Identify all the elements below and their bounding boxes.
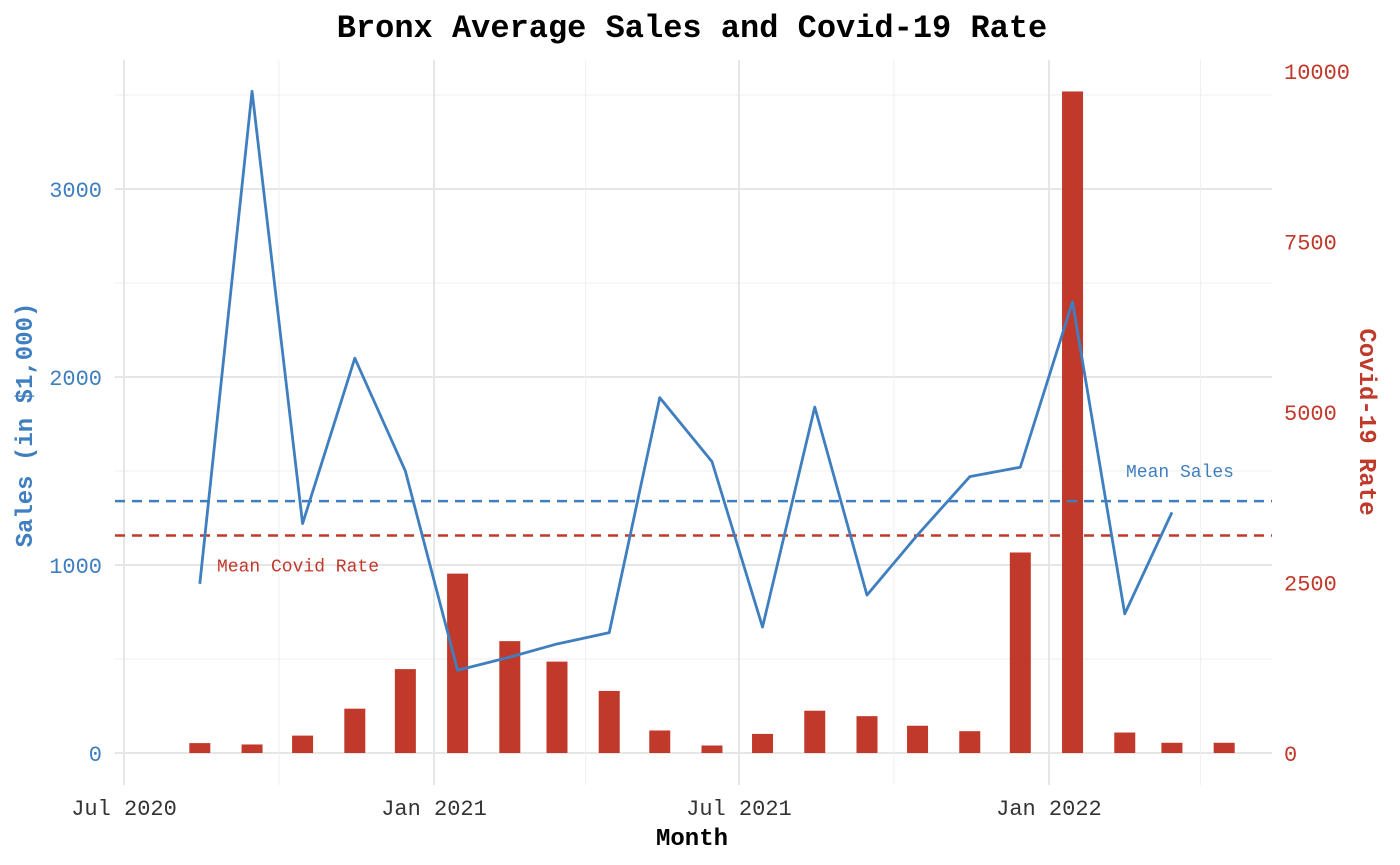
covid-bar xyxy=(856,716,878,753)
covid-bar xyxy=(1213,742,1235,753)
covid-bar xyxy=(1114,732,1136,753)
y-left-tick-label: 1000 xyxy=(49,555,102,580)
y-right-tick-label: 5000 xyxy=(1284,402,1337,427)
covid-bar xyxy=(394,669,416,753)
y-left-tick-label: 2000 xyxy=(49,367,102,392)
y-axis-right-label: Covid-19 Rate xyxy=(1352,328,1379,515)
sales-line xyxy=(198,89,1174,672)
covid-bar xyxy=(907,725,929,753)
covid-bar xyxy=(598,690,620,753)
mean-sales-label: Mean Sales xyxy=(1126,463,1234,483)
x-axis-ticks: Jul 2020 Jan 2021 Jul 2021 Jan 2022 xyxy=(71,797,1102,822)
covid-bar xyxy=(1161,742,1183,753)
x-axis-label: Month xyxy=(656,826,728,853)
y-right-tick-label: 7500 xyxy=(1284,232,1337,257)
covid-bar xyxy=(189,743,211,753)
y-right-tick-label: 2500 xyxy=(1284,573,1337,598)
x-tick-label: Jan 2022 xyxy=(996,797,1102,822)
y-left-tick-label: 0 xyxy=(89,743,102,768)
y-right-tick-label: 10000 xyxy=(1284,61,1350,86)
y-axis-left-label: Sales (in $1,000) xyxy=(13,303,40,548)
covid-bar xyxy=(649,730,671,753)
grid-lines xyxy=(115,60,1272,785)
covid-bar xyxy=(1062,91,1084,753)
covid-bar xyxy=(546,661,568,753)
covid-bar xyxy=(701,745,723,753)
right-axis-ticks: 0 2500 5000 7500 10000 xyxy=(1284,61,1350,768)
covid-bar xyxy=(241,744,263,753)
covid-bar xyxy=(1009,552,1031,753)
x-tick-label: Jul 2021 xyxy=(686,797,792,822)
covid-bar xyxy=(804,710,826,753)
covid-bar xyxy=(752,733,774,753)
y-left-tick-label: 3000 xyxy=(49,179,102,204)
y-right-tick-label: 0 xyxy=(1284,743,1297,768)
chart-title: Bronx Average Sales and Covid-19 Rate xyxy=(337,10,1048,47)
x-tick-label: Jan 2021 xyxy=(381,797,487,822)
mean-covid-label: Mean Covid Rate xyxy=(217,557,379,577)
covid-bars xyxy=(189,91,1235,753)
covid-bar xyxy=(499,641,521,753)
covid-bar xyxy=(959,731,981,753)
covid-bar xyxy=(447,573,469,753)
left-axis-ticks: 0 1000 2000 3000 xyxy=(49,179,102,768)
reference-lines: Mean Sales Mean Covid Rate xyxy=(115,463,1272,577)
covid-bar xyxy=(292,735,314,753)
covid-bar xyxy=(344,708,366,753)
sales-line-group xyxy=(198,89,1174,672)
x-tick-label: Jul 2020 xyxy=(71,797,177,822)
